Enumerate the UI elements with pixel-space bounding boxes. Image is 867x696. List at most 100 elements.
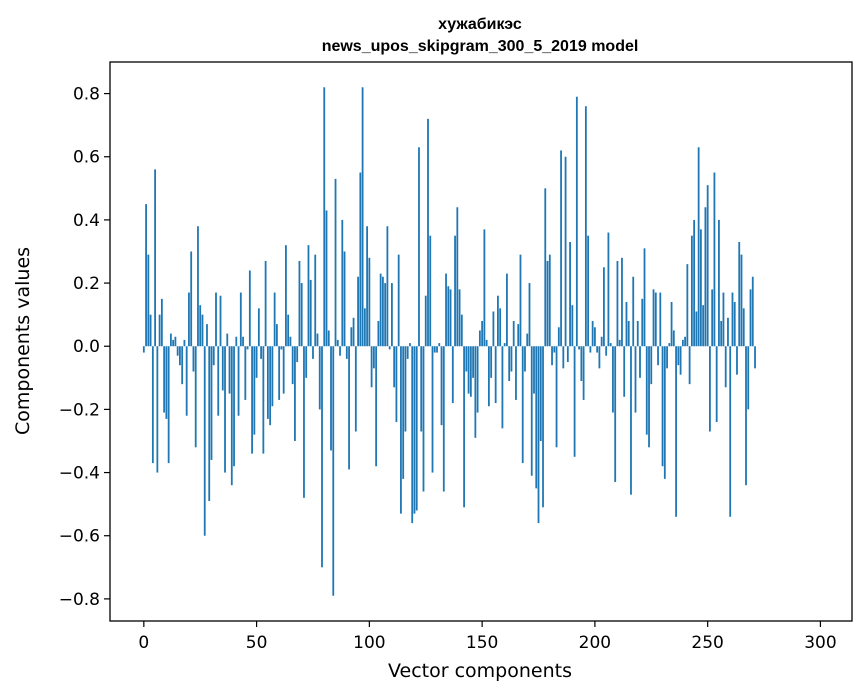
bar-4 xyxy=(151,346,154,464)
bar-124 xyxy=(422,346,425,492)
bar-30 xyxy=(210,346,213,460)
bar-131 xyxy=(438,343,441,347)
bar-32 xyxy=(215,292,217,347)
bar-15 xyxy=(176,346,179,356)
bar-174 xyxy=(535,346,538,489)
bar-240 xyxy=(684,336,686,347)
bar-123 xyxy=(420,346,423,432)
bar-125 xyxy=(424,295,427,347)
y-tick-label: −0.4 xyxy=(59,464,100,484)
bar-263 xyxy=(736,346,738,375)
bar-68 xyxy=(296,346,299,363)
bar-48 xyxy=(251,346,253,454)
bar-230 xyxy=(661,346,664,467)
bar-81 xyxy=(325,210,328,347)
bar-215 xyxy=(627,320,630,347)
bar-60 xyxy=(278,346,281,400)
bar-6 xyxy=(156,346,159,473)
bar-221 xyxy=(641,298,644,347)
bar-190 xyxy=(571,305,574,347)
bar-0 xyxy=(142,346,145,353)
plot-frame xyxy=(109,61,853,622)
bar-3 xyxy=(149,314,152,347)
bar-180 xyxy=(548,254,551,347)
y-tick-label: 0.8 xyxy=(73,85,100,105)
bar-5 xyxy=(154,169,156,347)
bar-264 xyxy=(738,242,741,347)
bar-232 xyxy=(666,346,668,369)
bar-138 xyxy=(454,235,456,347)
bar-132 xyxy=(440,346,443,426)
bar-265 xyxy=(740,254,743,347)
bar-17 xyxy=(181,346,184,385)
bar-188 xyxy=(566,346,569,363)
bar-222 xyxy=(643,248,646,347)
bar-183 xyxy=(555,346,558,448)
bar-46 xyxy=(246,346,249,350)
bar-257 xyxy=(722,292,725,347)
bar-156 xyxy=(494,346,497,404)
bar-77 xyxy=(316,333,319,347)
bar-244 xyxy=(693,219,696,347)
bar-96 xyxy=(359,172,362,347)
bar-210 xyxy=(616,260,619,347)
bar-18 xyxy=(183,339,186,347)
bar-55 xyxy=(266,346,269,419)
bar-256 xyxy=(720,320,723,347)
bar-12 xyxy=(169,333,172,347)
bar-102 xyxy=(372,346,375,369)
bar-7 xyxy=(158,314,161,347)
bar-186 xyxy=(562,346,565,369)
bar-117 xyxy=(406,346,409,359)
bar-220 xyxy=(639,346,641,378)
bar-247 xyxy=(699,229,702,347)
bar-1 xyxy=(145,204,147,347)
bar-70 xyxy=(300,283,303,347)
bar-219 xyxy=(636,320,639,347)
bar-120 xyxy=(413,346,416,514)
bar-150 xyxy=(481,320,484,347)
bar-64 xyxy=(287,314,290,347)
bar-175 xyxy=(537,346,540,524)
bar-165 xyxy=(515,346,517,400)
bar-57 xyxy=(271,346,274,407)
bar-126 xyxy=(427,118,429,347)
bar-34 xyxy=(219,295,222,347)
bar-189 xyxy=(569,242,571,347)
bar-211 xyxy=(618,339,621,347)
bar-101 xyxy=(370,346,373,388)
bar-151 xyxy=(483,229,486,347)
x-axis-label: Vector components xyxy=(388,660,572,682)
bar-66 xyxy=(291,346,294,385)
bar-23 xyxy=(194,346,197,448)
bar-242 xyxy=(688,346,691,385)
bar-139 xyxy=(456,207,459,347)
bar-76 xyxy=(314,254,317,347)
bar-79 xyxy=(321,346,323,568)
bar-154 xyxy=(490,346,493,378)
x-tick-label: 50 xyxy=(246,633,268,653)
bar-113 xyxy=(397,254,400,347)
bar-225 xyxy=(650,346,653,385)
bar-50 xyxy=(255,346,258,378)
bar-52 xyxy=(260,346,262,359)
bar-121 xyxy=(415,346,418,511)
bar-202 xyxy=(598,346,601,369)
bar-155 xyxy=(492,311,495,347)
bar-251 xyxy=(709,346,711,432)
bar-271 xyxy=(754,346,756,369)
bar-61 xyxy=(280,346,283,350)
bar-237 xyxy=(677,346,680,366)
bar-194 xyxy=(580,346,583,381)
bar-39 xyxy=(230,346,233,486)
bar-37 xyxy=(226,333,229,347)
bar-11 xyxy=(167,346,170,464)
y-tick-label: 0.0 xyxy=(73,337,100,357)
bar-179 xyxy=(546,260,549,347)
bar-162 xyxy=(508,346,511,381)
bar-245 xyxy=(695,311,698,347)
bar-2 xyxy=(147,254,150,347)
bar-44 xyxy=(242,336,244,347)
bar-146 xyxy=(472,346,474,378)
